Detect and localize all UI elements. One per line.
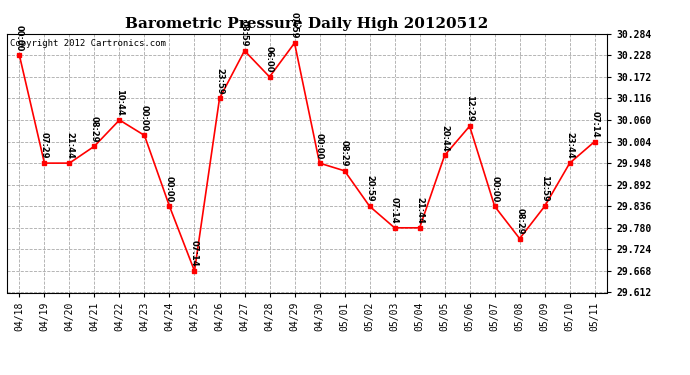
- Text: 00:00: 00:00: [15, 25, 24, 51]
- Text: 07:14: 07:14: [390, 197, 399, 223]
- Text: 00:00: 00:00: [315, 133, 324, 159]
- Text: 00:00: 00:00: [165, 176, 174, 202]
- Title: Barometric Pressure Daily High 20120512: Barometric Pressure Daily High 20120512: [126, 17, 489, 31]
- Text: 08:59: 08:59: [240, 20, 249, 46]
- Text: 00:00: 00:00: [140, 105, 149, 131]
- Text: 10:44: 10:44: [115, 89, 124, 116]
- Text: 07:14: 07:14: [590, 111, 599, 137]
- Text: 23:59: 23:59: [215, 68, 224, 94]
- Text: 07:29: 07:29: [40, 132, 49, 159]
- Text: 20:44: 20:44: [440, 124, 449, 151]
- Text: 07:59: 07:59: [290, 12, 299, 39]
- Text: 06:00: 06:00: [265, 46, 274, 73]
- Text: 21:44: 21:44: [415, 197, 424, 223]
- Text: 21:44: 21:44: [65, 132, 74, 159]
- Text: Copyright 2012 Cartronics.com: Copyright 2012 Cartronics.com: [10, 39, 166, 48]
- Text: 08:29: 08:29: [340, 140, 349, 166]
- Text: 20:59: 20:59: [365, 176, 374, 202]
- Text: 12:29: 12:29: [465, 95, 474, 122]
- Text: 07:14: 07:14: [190, 240, 199, 267]
- Text: 00:00: 00:00: [490, 176, 499, 202]
- Text: 08:29: 08:29: [90, 116, 99, 142]
- Text: 12:59: 12:59: [540, 176, 549, 202]
- Text: 08:29: 08:29: [515, 208, 524, 234]
- Text: 23:44: 23:44: [565, 132, 574, 159]
